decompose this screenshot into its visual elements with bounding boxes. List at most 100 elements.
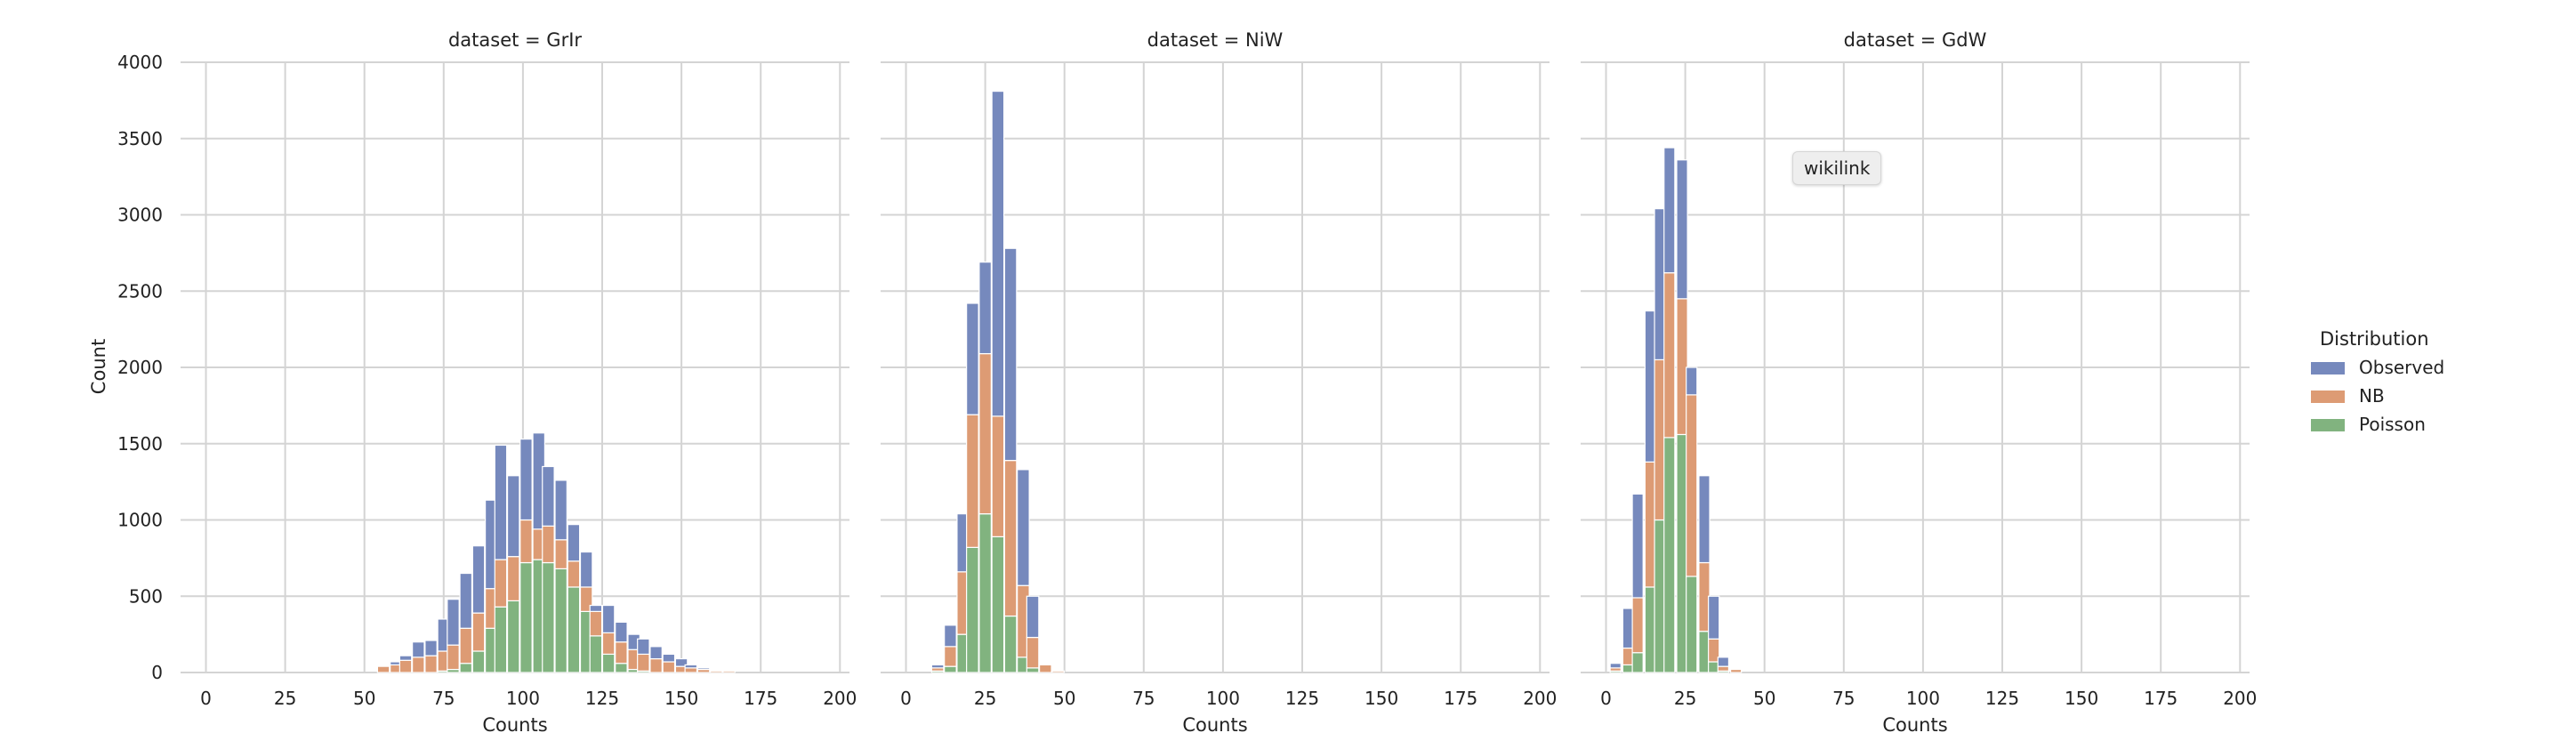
bar-observed [1017,469,1030,586]
bar-poisson [567,586,581,673]
bar-nb [1717,665,1730,672]
bar-poisson [542,561,555,673]
bar-nb [1038,664,1052,673]
y-tick-label: 3500 [117,128,163,149]
x-tick-label: 75 [432,688,455,709]
y-tick-label: 0 [151,662,163,683]
y-tick-label: 1500 [117,433,163,455]
bar-observed [991,90,1005,417]
y-axis-label: Count [88,339,109,394]
bar-nb [447,644,460,671]
x-tick-label: 25 [274,688,296,709]
legend-swatch-poisson [2311,419,2345,431]
x-tick-label: 100 [1906,688,1940,709]
y-tick-label: 1000 [117,510,163,531]
y-tick-label: 3000 [117,205,163,226]
bar-nb [637,653,650,672]
bar-nb [567,560,581,588]
bar-poisson [459,663,473,673]
bar-observed [494,444,508,560]
legend-label-observed: Observed [2359,357,2444,378]
bar-observed [662,653,676,663]
bar-observed [412,641,425,658]
bar-nb [494,559,508,608]
x-tick-label: 50 [1053,688,1075,709]
x-tick-label: 0 [1600,688,1612,709]
bar-nb [978,352,992,515]
tooltip-text: wikilink [1804,157,1871,179]
bar-nb [398,659,413,673]
bar-observed [1609,663,1622,669]
bar-nb [459,627,473,664]
bar-observed [966,302,979,415]
bar-nb [649,657,663,673]
bar-observed [471,545,486,614]
bar-poisson [1663,437,1676,673]
bar-observed [1631,493,1644,599]
bar-nb [966,414,979,548]
facet-panels: dataset = GrIr 0 25 50 75 100 125 150 175 200 Coun… [117,29,2257,736]
bar-observed [398,655,413,661]
bar-poisson [944,665,957,673]
bar-poisson [601,653,616,673]
facet-title: dataset = GdW [1844,29,1987,51]
bar-observed [447,599,460,646]
x-tick-label: 175 [2144,688,2178,709]
facet-title: dataset = NiW [1147,29,1284,51]
x-tick-label: 75 [1132,688,1155,709]
legend-swatch-nb [2311,391,2345,403]
bar-poisson [991,536,1005,673]
bar-poisson [966,546,979,673]
bar-nb [601,632,616,656]
bar-observed [1717,656,1730,667]
bar-observed [579,551,593,588]
bar-nb [412,656,425,673]
x-tick-label: 25 [974,688,996,709]
x-tick-label: 150 [664,688,698,709]
bar-observed [1003,247,1018,462]
bar-observed [978,262,992,355]
tooltip: wikilink [1792,151,1882,185]
x-tick-label: 50 [1753,688,1775,709]
facet-panel-1: dataset = GrIr 0 25 50 75 100 125 150 175 200 Coun… [117,29,857,736]
bar-nb [615,641,628,664]
bar-observed [542,465,555,527]
bar-observed [1026,595,1040,639]
bar-poisson [519,561,533,673]
bar-observed [601,604,616,634]
bar-nb [554,539,568,569]
bar-poisson [1003,615,1018,673]
bar-observed [567,524,581,562]
bar-nb [1051,670,1065,673]
bar-nb [1631,597,1644,654]
legend-title: Distribution [2320,328,2429,350]
bar-nb [471,612,486,652]
bar-observed [1698,475,1711,564]
x-axis-label: Counts [482,714,547,736]
bar-poisson [1026,667,1040,673]
bar-nb [710,670,723,673]
x-tick-label: 0 [900,688,912,709]
y-tick-label: 500 [129,585,163,607]
bar-nb [519,519,533,564]
x-axis-label: Counts [1182,714,1247,736]
x-tick-label: 0 [200,688,212,709]
bar-observed [674,657,688,667]
x-tick-label: 125 [1985,688,2019,709]
bar-nb [376,665,390,673]
bar-nb [1729,668,1743,673]
bar-observed [589,604,603,612]
bar-nb [1026,636,1040,669]
legend-swatch-observed [2311,362,2345,374]
y-tick-label: 4000 [117,52,163,73]
bar-nb [542,525,555,564]
bar-observed [930,664,945,669]
bar-nb [1686,394,1698,577]
x-tick-label: 100 [506,688,540,709]
x-tick-label: 100 [1206,688,1240,709]
bar-nb [722,670,736,673]
x-tick-label: 175 [744,688,777,709]
bar-nb [991,415,1005,537]
y-tick-label: 2000 [117,357,163,378]
bar-observed [1708,595,1720,640]
